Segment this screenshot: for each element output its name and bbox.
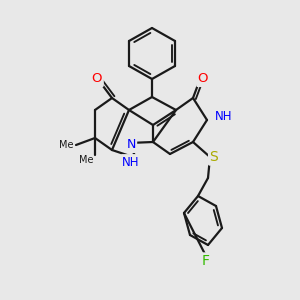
Text: O: O	[92, 73, 102, 85]
Text: S: S	[210, 150, 218, 164]
Text: NH: NH	[122, 155, 140, 169]
Text: Me: Me	[58, 140, 73, 150]
Text: F: F	[202, 254, 210, 268]
Text: O: O	[198, 73, 208, 85]
Text: Me: Me	[79, 155, 93, 165]
Text: N: N	[126, 139, 136, 152]
Text: NH: NH	[215, 110, 232, 124]
